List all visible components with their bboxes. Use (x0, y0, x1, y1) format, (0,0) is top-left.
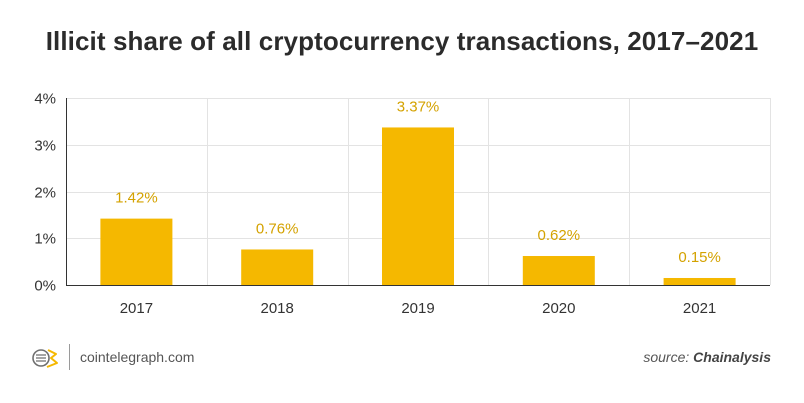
cointelegraph-logo-icon (32, 349, 58, 368)
x-tick-label: 2017 (120, 300, 153, 317)
data-label: 0.62% (538, 227, 581, 244)
footer-site-link[interactable]: cointelegraph.com (80, 349, 195, 365)
y-tick-label: 4% (34, 91, 56, 108)
chart-title: Illicit share of all cryptocurrency tran… (45, 26, 759, 56)
y-tick-label: 2% (34, 185, 56, 202)
x-tick-label: 2020 (542, 300, 575, 317)
y-tick-label: 0% (34, 278, 56, 295)
bar-2018 (241, 249, 314, 285)
bar-2021 (663, 277, 736, 285)
footer-source: source: Chainalysis (643, 349, 771, 365)
bar-2017 (100, 218, 173, 285)
source-name: Chainalysis (693, 349, 771, 365)
data-label: 0.76% (256, 220, 299, 237)
data-label: 0.15% (678, 249, 721, 266)
data-label: 1.42% (115, 190, 158, 207)
x-tick-label: 2018 (261, 300, 294, 317)
bar-2019 (382, 127, 454, 285)
source-prefix: source: (643, 349, 690, 365)
y-tick-label: 3% (34, 138, 56, 155)
x-tick-label: 2021 (683, 300, 716, 317)
x-tick-label: 2019 (401, 300, 434, 317)
footer-divider (69, 344, 70, 370)
data-label: 3.37% (397, 98, 440, 115)
y-tick-label: 1% (34, 231, 56, 248)
bar-2020 (522, 256, 595, 285)
bar-chart: 0% 1% 2% 3% 4% 1.42% 0.76% 3.37% 0.62% 0.15% 201… (34, 91, 771, 317)
